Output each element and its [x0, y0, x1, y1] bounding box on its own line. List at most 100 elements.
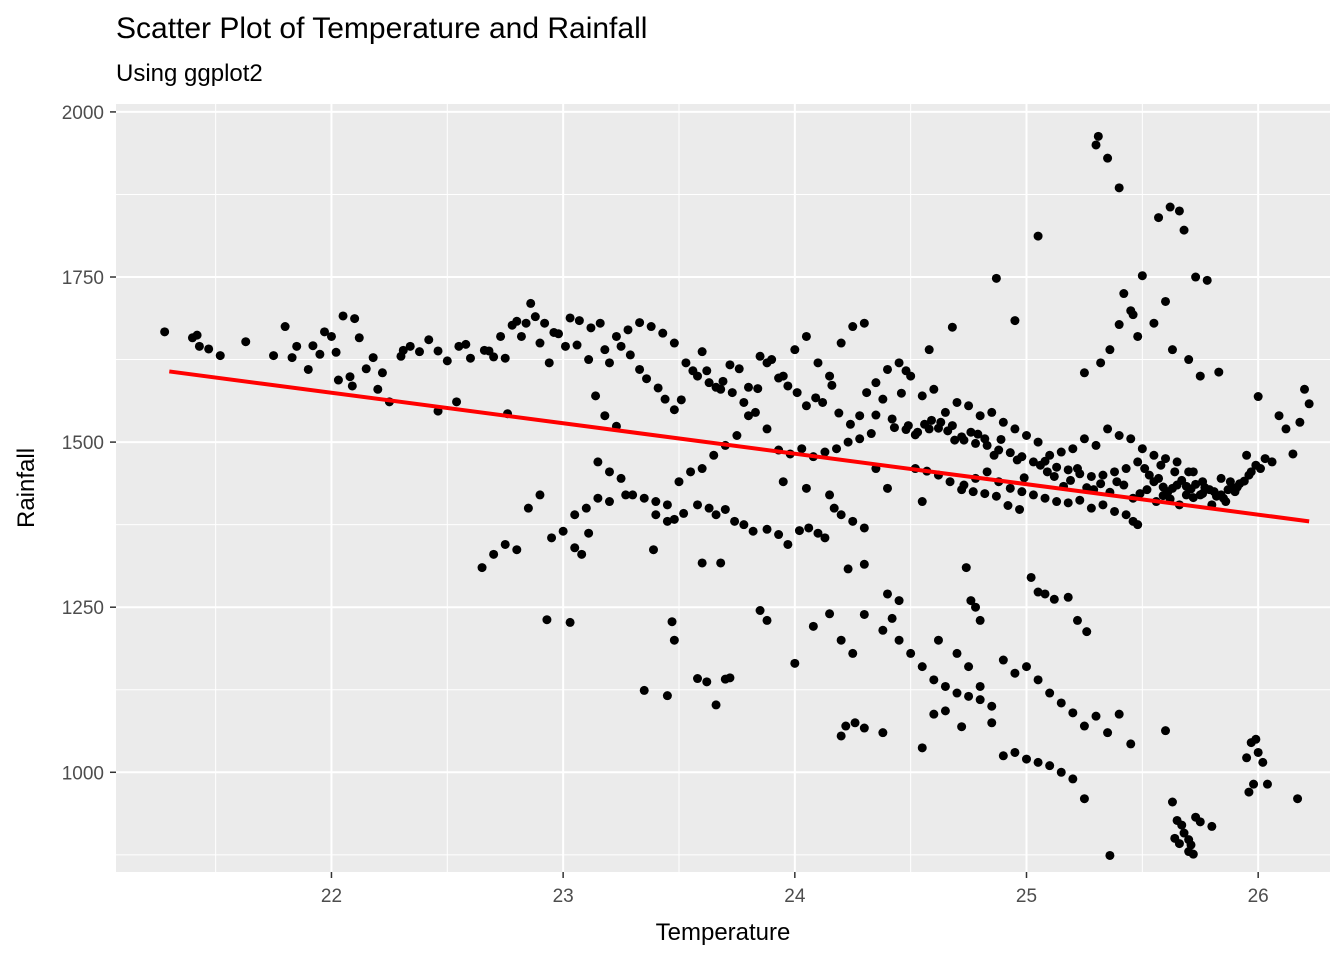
data-point [762, 615, 772, 625]
data-point [1017, 487, 1027, 497]
data-point [398, 345, 408, 355]
data-point [1267, 457, 1277, 467]
data-point [1225, 477, 1235, 487]
data-point [1105, 850, 1115, 860]
data-point [1161, 454, 1171, 464]
data-point [452, 397, 462, 407]
data-point [693, 371, 703, 381]
data-point [535, 490, 545, 500]
data-point [192, 330, 202, 340]
data-point [648, 545, 658, 555]
data-point [924, 345, 934, 355]
data-point [825, 371, 835, 381]
data-point [906, 648, 916, 658]
data-point [535, 338, 545, 348]
data-point [697, 464, 707, 474]
data-point [586, 323, 596, 333]
data-point [646, 322, 656, 332]
data-point [512, 545, 522, 555]
data-point [850, 718, 860, 728]
data-point [882, 364, 892, 374]
data-point [477, 563, 487, 573]
y-tick-label: 2000 [62, 103, 104, 124]
minor-gridlines [116, 104, 1330, 872]
data-point [917, 497, 927, 507]
data-point [653, 383, 663, 393]
x-tick-label: 26 [1248, 886, 1269, 907]
data-point [1195, 817, 1205, 827]
data-point [616, 341, 626, 351]
data-point [616, 473, 626, 483]
data-point [604, 358, 614, 368]
data-point [442, 356, 452, 366]
data-point [1184, 847, 1194, 857]
data-point [542, 615, 552, 625]
data-point [1253, 747, 1263, 757]
data-point [762, 424, 772, 434]
data-point [825, 609, 835, 619]
data-point [855, 434, 865, 444]
data-point [635, 364, 645, 374]
data-point [1105, 345, 1115, 355]
data-point [804, 523, 814, 533]
data-point [1042, 467, 1052, 477]
data-point [971, 602, 981, 612]
data-point [361, 364, 371, 374]
data-point [811, 393, 821, 403]
data-point [1066, 475, 1076, 485]
data-point [368, 353, 378, 363]
data-point [1086, 503, 1096, 513]
data-point [940, 407, 950, 417]
data-point [1068, 708, 1078, 718]
data-point [1119, 289, 1129, 299]
data-point [676, 395, 686, 405]
data-point [945, 477, 955, 487]
data-point [1045, 761, 1055, 771]
data-point [887, 414, 897, 424]
data-point [797, 444, 807, 454]
data-point [929, 384, 939, 394]
data-point [720, 504, 730, 514]
data-point [1017, 452, 1027, 462]
data-point [1304, 399, 1314, 409]
y-tick-label: 1500 [62, 433, 104, 454]
data-point [570, 543, 580, 553]
y-axis-ticks: 1000 1250 1500 1750 2000 [62, 103, 116, 784]
data-point [827, 380, 837, 390]
data-point [1022, 754, 1031, 764]
data-point [1075, 469, 1085, 479]
data-point [424, 335, 434, 345]
data-point [980, 489, 990, 499]
data-point [1045, 688, 1055, 698]
data-point [1098, 500, 1108, 510]
data-point [489, 549, 499, 559]
data-point [968, 487, 978, 497]
data-point [843, 437, 853, 447]
data-point [1010, 747, 1020, 757]
data-point [1079, 794, 1089, 804]
data-point [669, 514, 679, 524]
data-point [565, 313, 575, 323]
data-point [1119, 480, 1129, 490]
data-point [1179, 225, 1189, 235]
data-point [887, 613, 897, 623]
data-point [547, 533, 557, 543]
data-point [929, 675, 939, 685]
data-point [611, 331, 621, 341]
data-point [1144, 470, 1154, 480]
data-point [940, 706, 950, 716]
data-point [730, 516, 740, 526]
data-point [952, 688, 962, 698]
data-point [917, 391, 927, 401]
data-point [832, 444, 842, 454]
data-point [1005, 448, 1015, 458]
data-point [315, 349, 325, 359]
data-point [917, 662, 927, 672]
data-point [975, 615, 985, 625]
data-point [966, 596, 976, 606]
data-point [1137, 444, 1147, 454]
data-point [957, 722, 967, 732]
data-point [1174, 206, 1184, 216]
data-point [1195, 371, 1205, 381]
data-point [734, 364, 744, 374]
